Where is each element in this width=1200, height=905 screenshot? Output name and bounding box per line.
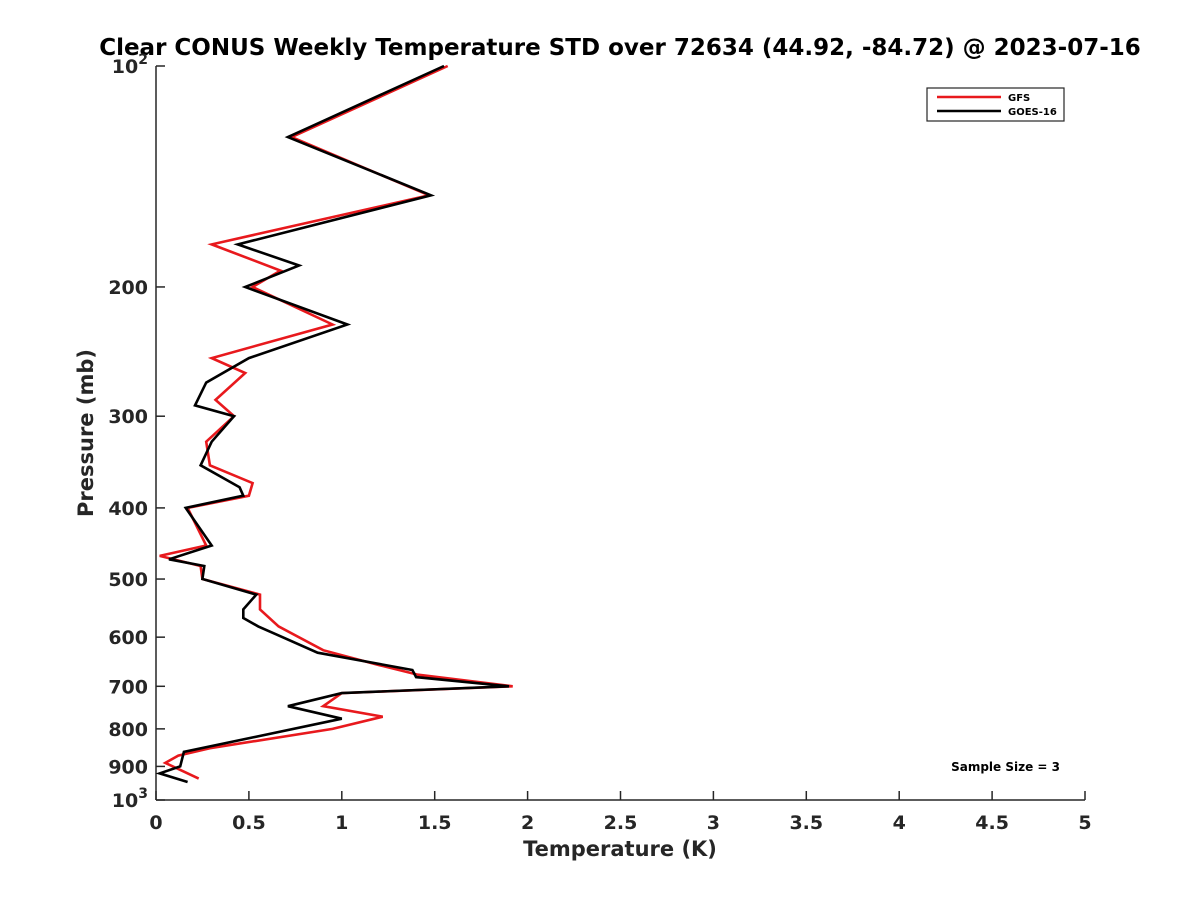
- x-tick-label: 3: [707, 812, 720, 834]
- y-tick-label-base: 600: [108, 627, 148, 649]
- y-tick-label-base: 10: [112, 790, 138, 812]
- series-line-goes-16: [155, 64, 510, 784]
- x-tick-label: 2: [521, 812, 534, 834]
- y-tick-label: 500: [108, 569, 148, 591]
- legend: GFS GOES-16: [926, 87, 1065, 122]
- x-tick-label: 3.5: [789, 812, 823, 834]
- y-tick-label-base: 300: [108, 406, 148, 428]
- legend-label: GFS: [1008, 93, 1030, 104]
- y-tick-label: 400: [108, 498, 148, 520]
- y-axis-label: Pressure (mb): [74, 349, 98, 517]
- x-tick-label: 1: [335, 812, 348, 834]
- y-tick-label-base: 900: [108, 756, 148, 778]
- series-line-gfs: [159, 64, 513, 780]
- y-tick-label-base: 700: [108, 676, 148, 698]
- x-tick-label: 1.5: [418, 812, 452, 834]
- y-tick-label: 102: [112, 52, 148, 78]
- y-tick-label-base: 400: [108, 498, 148, 520]
- plot-lines: [155, 64, 513, 784]
- y-tick-label: 600: [108, 627, 148, 649]
- y-tick-label: 700: [108, 676, 148, 698]
- y-tick-label: 300: [108, 406, 148, 428]
- axes: 0 0.5 1 1.5 2 2.5 3 3.5 4 4.5 51022003004005006007…: [108, 52, 1091, 834]
- x-tick-label: 5: [1078, 812, 1091, 834]
- x-tick-label: 0: [149, 812, 162, 834]
- y-tick-label: 800: [108, 719, 148, 741]
- x-tick-label: 4.5: [975, 812, 1009, 834]
- y-tick-label-base: 200: [108, 277, 148, 299]
- y-tick-label: 103: [112, 786, 148, 812]
- y-tick-label-base: 800: [108, 719, 148, 741]
- y-tick-label: 200: [108, 277, 148, 299]
- y-tick-label-base: 10: [112, 56, 138, 78]
- sample-size-annotation: Sample Size = 3: [951, 760, 1060, 774]
- y-tick-label-base: 500: [108, 569, 148, 591]
- y-tick-label-exponent: 2: [138, 52, 148, 68]
- y-tick-label-exponent: 3: [138, 786, 148, 802]
- x-tick-label: 2.5: [604, 812, 638, 834]
- x-axis-label: Temperature (K): [523, 837, 717, 861]
- x-tick-label: 0.5: [232, 812, 266, 834]
- x-tick-label: 4: [893, 812, 906, 834]
- y-tick-label: 900: [108, 756, 148, 778]
- legend-box: [926, 87, 1065, 122]
- legend-label: GOES-16: [1008, 107, 1057, 118]
- chart-title: Clear CONUS Weekly Temperature STD over …: [99, 35, 1141, 61]
